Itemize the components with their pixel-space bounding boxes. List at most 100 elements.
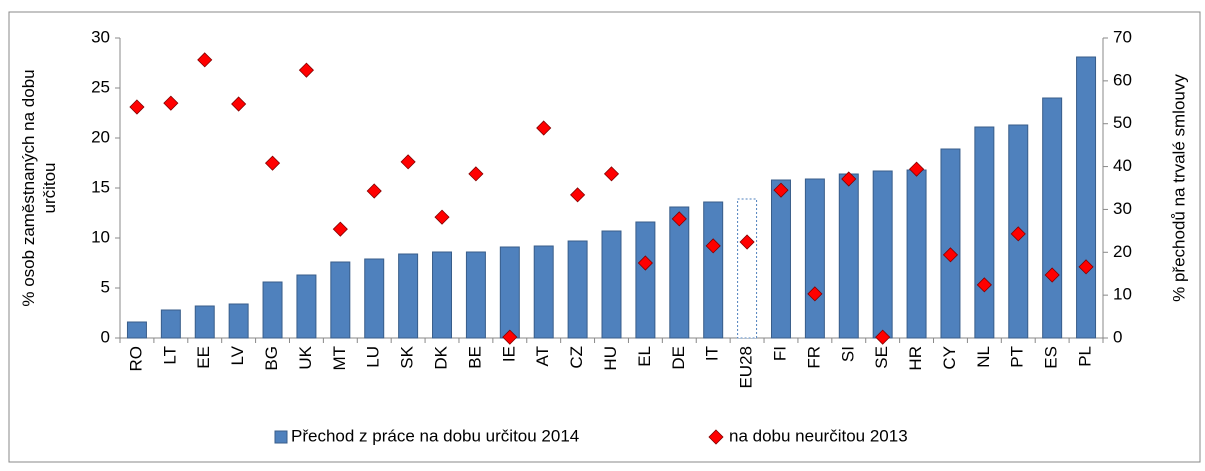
bar xyxy=(330,261,351,339)
marker xyxy=(332,221,348,237)
x-tick-label: FR xyxy=(804,346,823,369)
marker xyxy=(231,96,247,112)
y2-tick-label: 20 xyxy=(1113,242,1132,261)
x-tick-label: BE xyxy=(465,346,484,369)
x-tick-label: HR xyxy=(906,346,925,371)
x-tick-label: CY xyxy=(940,346,959,370)
marker xyxy=(603,166,620,182)
marker xyxy=(502,329,518,345)
x-tick-label: SI xyxy=(838,346,857,362)
y-tick-label: 20 xyxy=(91,127,110,146)
legend-label: Přechod z práce na dobu určitou 2014 xyxy=(291,426,579,445)
marker xyxy=(400,154,416,170)
x-tick-label: SK xyxy=(398,345,417,368)
x-tick-label: LT xyxy=(160,346,179,365)
bar xyxy=(974,126,995,339)
legend-swatch xyxy=(708,429,724,445)
y-tick-label: 10 xyxy=(91,227,110,246)
x-tick-label: DE xyxy=(669,346,688,370)
marker xyxy=(637,255,653,271)
y-tick-label: 5 xyxy=(101,277,110,296)
bar xyxy=(1042,97,1063,339)
bar xyxy=(906,169,927,339)
x-tick-label: UK xyxy=(296,345,315,369)
x-tick-label: NL xyxy=(974,346,993,368)
y-tick-label: 0 xyxy=(101,327,110,346)
bar xyxy=(601,230,622,339)
y2-tick-label: 0 xyxy=(1113,327,1122,346)
x-tick-label: EL xyxy=(635,346,654,367)
bar xyxy=(1076,56,1097,339)
bar xyxy=(872,170,893,339)
marker xyxy=(570,187,586,203)
x-tick-label: IT xyxy=(703,346,722,361)
bar xyxy=(432,251,453,339)
bar xyxy=(194,305,215,339)
x-tick-label: DK xyxy=(432,345,451,369)
y2-tick-label: 40 xyxy=(1113,156,1132,175)
marker xyxy=(942,247,959,263)
bar xyxy=(533,245,554,339)
marker xyxy=(739,234,755,250)
x-tick-label: RO xyxy=(126,346,145,372)
x-tick-label: SE xyxy=(872,346,891,369)
bar xyxy=(262,281,283,339)
x-tick-label: MT xyxy=(330,346,349,371)
bar xyxy=(465,251,486,339)
x-tick-label: CZ xyxy=(567,346,586,369)
marker xyxy=(807,286,823,302)
marker xyxy=(976,277,992,293)
marker xyxy=(197,52,213,68)
marker xyxy=(1010,226,1026,242)
y2-tick-label: 30 xyxy=(1113,199,1132,218)
marker xyxy=(434,209,450,225)
marker xyxy=(468,166,484,182)
x-tick-label: BG xyxy=(262,346,281,371)
y-axis-label: % osob zaměstnaných na dobu určitou xyxy=(19,69,59,306)
marker xyxy=(841,171,857,187)
x-tick-label: AT xyxy=(533,346,552,366)
y2-tick-label: 50 xyxy=(1113,113,1132,132)
bar xyxy=(669,206,690,339)
bar xyxy=(804,178,825,339)
bar xyxy=(567,240,588,339)
bar xyxy=(838,173,859,339)
x-tick-label: IE xyxy=(499,346,518,362)
x-tick-label: HU xyxy=(601,346,620,371)
marker xyxy=(536,120,552,136)
marker xyxy=(163,95,179,111)
marker xyxy=(875,329,891,345)
bar xyxy=(160,309,181,339)
marker xyxy=(909,161,925,177)
x-tick-label: LV xyxy=(228,345,247,365)
x-tick-label: PT xyxy=(1008,346,1027,368)
bar xyxy=(364,258,385,339)
marker xyxy=(671,211,687,227)
marker xyxy=(773,182,789,198)
legend-label: na dobu neurčitou 2013 xyxy=(729,426,908,445)
y-tick-label: 25 xyxy=(91,77,110,96)
marker xyxy=(1078,259,1094,275)
x-tick-label: ES xyxy=(1042,346,1061,369)
bar xyxy=(737,198,758,339)
marker xyxy=(264,155,281,171)
y2-tick-label: 10 xyxy=(1113,285,1132,304)
marker xyxy=(1044,267,1060,283)
bar xyxy=(770,179,791,339)
marker xyxy=(366,183,382,199)
marker xyxy=(298,62,314,78)
bar xyxy=(635,221,656,339)
bar xyxy=(398,253,419,339)
marker xyxy=(705,238,721,254)
x-tick-label: EU28 xyxy=(737,346,756,389)
x-tick-label: FI xyxy=(770,346,789,361)
x-tick-label: PL xyxy=(1076,346,1095,367)
bar xyxy=(126,321,147,339)
bar xyxy=(940,148,961,339)
y2-tick-label: 60 xyxy=(1113,70,1132,89)
bar xyxy=(228,303,249,339)
bar xyxy=(296,274,317,339)
y-tick-label: 15 xyxy=(91,177,110,196)
marker xyxy=(129,99,145,115)
